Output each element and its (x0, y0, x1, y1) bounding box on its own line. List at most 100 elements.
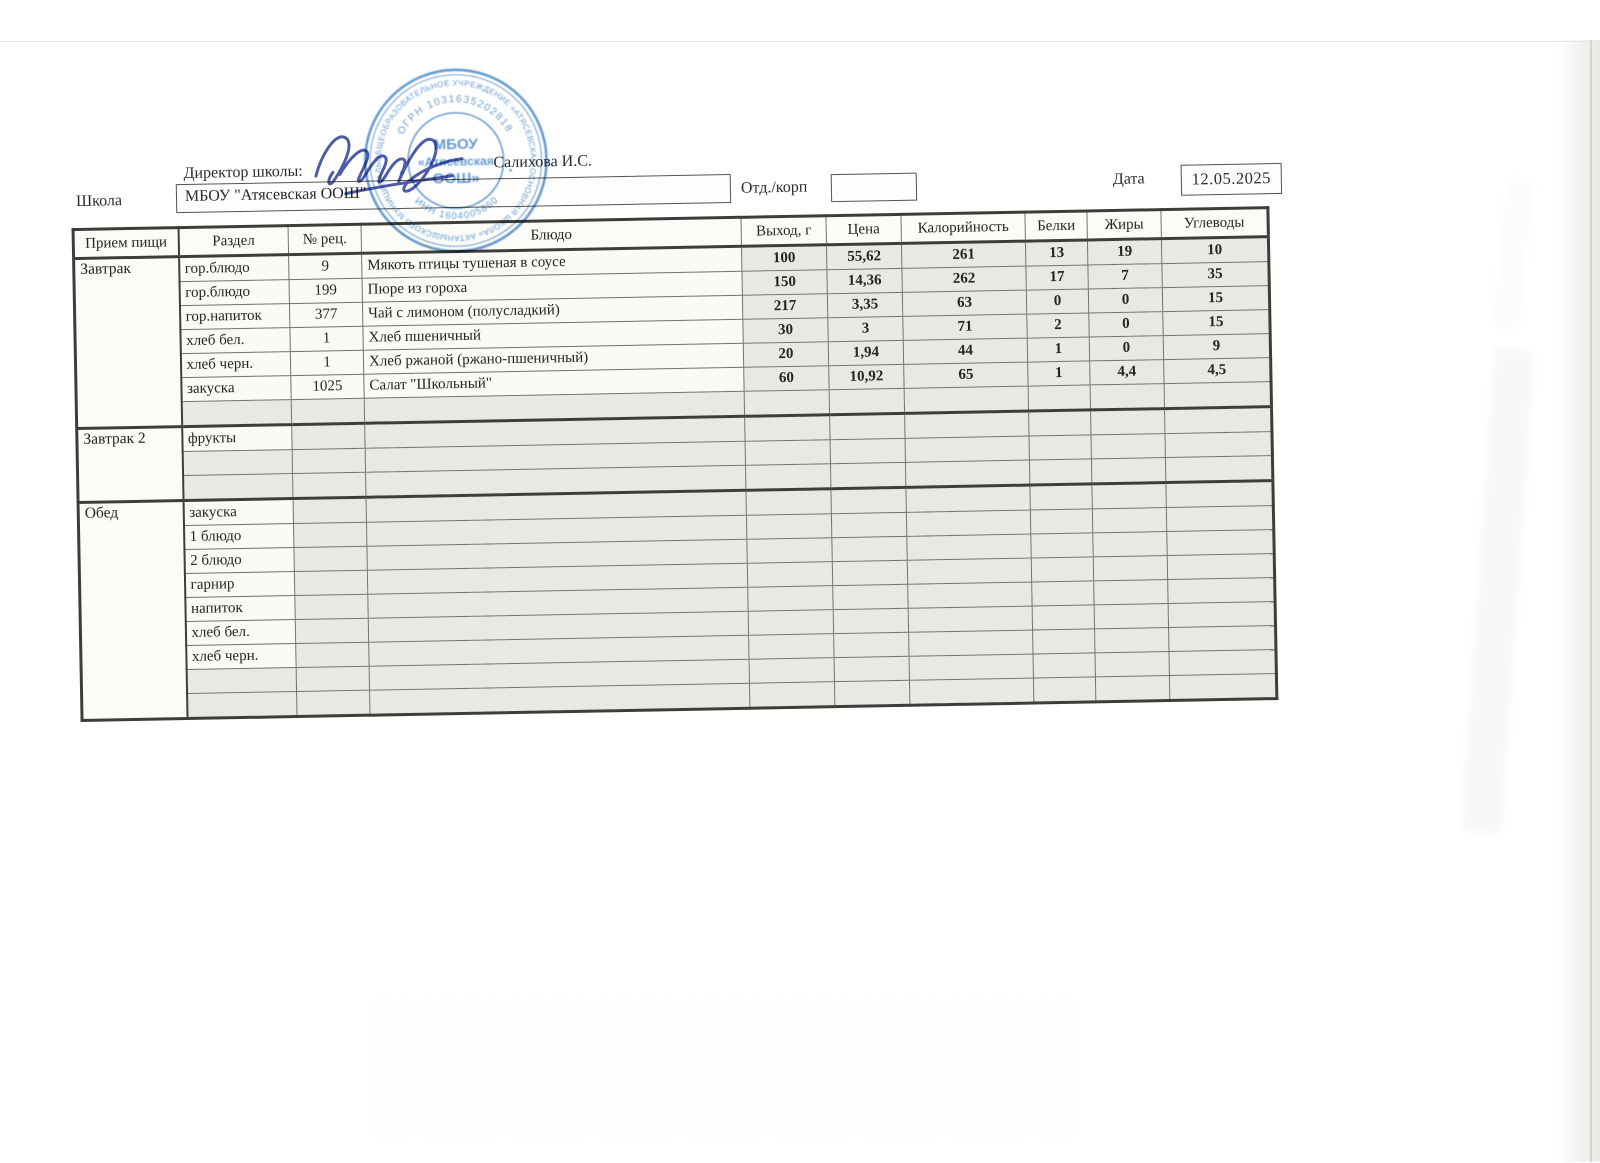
kcal-cell (908, 630, 1034, 657)
razdel-cell: закуска (180, 375, 292, 402)
price-cell: 14,36 (826, 268, 903, 294)
kcal-cell: 262 (901, 266, 1027, 293)
rec-number-cell (292, 448, 366, 474)
razdel-cell: напиток (184, 595, 296, 622)
fat-cell: 0 (1088, 311, 1164, 337)
protein-cell: 1 (1027, 336, 1090, 363)
out-cell (748, 609, 834, 636)
kcal-cell (904, 411, 1030, 439)
razdel-cell (182, 473, 294, 501)
price-cell: 55,62 (826, 243, 902, 270)
razdel-cell (182, 449, 293, 476)
protein-cell (1033, 652, 1096, 679)
out-cell: 100 (741, 244, 827, 272)
rec-number-cell (295, 642, 370, 668)
protein-cell (1031, 556, 1094, 583)
carbs-cell (1164, 406, 1272, 434)
column-header: № рец. (288, 224, 362, 255)
razdel-cell: хлеб черн. (185, 643, 297, 670)
out-cell (749, 681, 835, 709)
price-cell (833, 608, 909, 634)
kcal-cell (907, 558, 1032, 585)
fat-cell: 0 (1088, 287, 1163, 313)
school-label: Школа (75, 192, 123, 210)
price-cell (832, 560, 908, 586)
price-cell (830, 462, 906, 489)
fat-cell (1090, 383, 1165, 410)
fat-cell (1092, 531, 1168, 557)
out-cell (747, 585, 834, 612)
rec-number-cell (293, 497, 367, 524)
kcal-cell: 63 (902, 290, 1027, 317)
out-cell: 20 (743, 341, 829, 368)
rec-number-cell: 1025 (290, 374, 365, 400)
carbs-cell: 35 (1161, 261, 1270, 288)
protein-cell (1029, 483, 1093, 511)
out-cell (746, 513, 832, 540)
rec-number-cell: 9 (288, 253, 363, 280)
price-cell (834, 680, 910, 707)
rec-number-cell (295, 618, 369, 644)
kcal-cell (909, 678, 1034, 706)
carbs-cell: 15 (1162, 309, 1271, 336)
fat-cell (1093, 579, 1169, 605)
column-header: Белки (1024, 210, 1088, 242)
stamp-star-right: * (509, 167, 513, 177)
out-cell: 30 (742, 317, 829, 344)
protein-cell (1030, 532, 1094, 559)
kcal-cell (904, 386, 1029, 414)
kcal-cell (905, 436, 1030, 463)
protein-cell (1028, 384, 1091, 412)
out-cell (745, 439, 831, 466)
kcal-cell: 261 (901, 241, 1026, 269)
rec-number-cell (294, 570, 368, 596)
razdel-cell: хлеб бел. (179, 327, 291, 354)
menu-table-body: Завтрак гор.блюдо 9 Мякоть птицы тушеная в … (73, 236, 1277, 721)
carbs-cell: 10 (1161, 236, 1269, 264)
price-cell (832, 584, 909, 610)
column-header: Жиры (1086, 209, 1162, 240)
school-round-stamp-icon: ОБЩЕОБРАЗОВАТЕЛЬНОЕ УЧРЕЖДЕНИЕ «АТЯСЕВСК… (357, 61, 548, 253)
out-cell: 217 (742, 293, 828, 320)
fat-cell: 4,4 (1089, 359, 1165, 385)
rec-number-cell (293, 522, 367, 548)
carbs-cell: 15 (1162, 285, 1270, 312)
out-cell (749, 657, 835, 684)
protein-cell: 0 (1026, 288, 1089, 315)
kcal-cell (905, 485, 1031, 513)
stamp-center-line3: ООШ» (432, 170, 479, 188)
out-cell (745, 488, 832, 516)
carbs-cell (1165, 455, 1273, 483)
protein-cell (1033, 676, 1096, 704)
out-cell (746, 537, 833, 564)
rec-number-cell (292, 472, 367, 499)
kcal-cell (909, 654, 1034, 681)
fat-cell (1091, 482, 1167, 509)
carbs-cell (1168, 625, 1276, 652)
meal-cell: Обед (78, 500, 188, 721)
razdel-cell: фрукты (181, 424, 293, 452)
razdel-cell: закуска (183, 498, 294, 526)
razdel-cell: 2 блюдо (183, 547, 295, 574)
fat-cell (1092, 507, 1167, 533)
carbs-cell: 4,5 (1163, 357, 1272, 384)
carbs-cell (1166, 505, 1274, 532)
out-cell (748, 633, 835, 660)
fat-cell (1093, 555, 1168, 581)
razdel-cell: хлеб бел. (185, 619, 296, 646)
column-header: Выход, г (740, 215, 827, 247)
protein-cell (1029, 434, 1092, 461)
fat-cell: 19 (1087, 238, 1162, 265)
price-cell: 3 (827, 316, 904, 342)
column-header: Углеводы (1160, 207, 1269, 239)
protein-cell (1030, 508, 1093, 535)
razdel-cell: 1 блюдо (183, 523, 294, 550)
protein-cell: 13 (1025, 239, 1088, 267)
kcal-cell (908, 606, 1033, 633)
column-header: Цена (825, 214, 902, 245)
price-cell (829, 388, 905, 415)
rec-number-cell (296, 666, 370, 692)
carbs-cell (1164, 381, 1272, 409)
razdel-cell (186, 691, 298, 719)
